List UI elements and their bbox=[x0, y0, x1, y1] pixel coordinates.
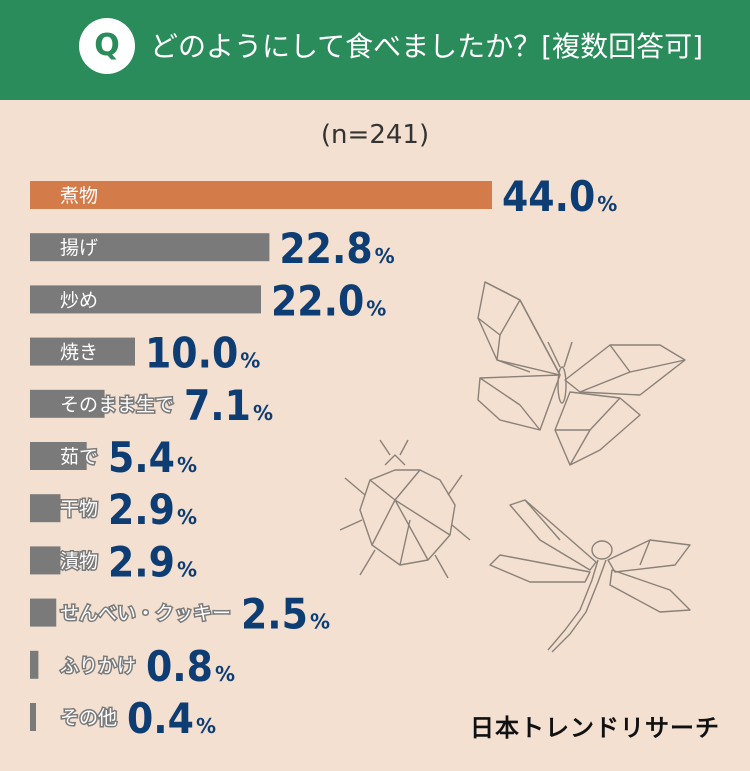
value-label-0: 44.0 bbox=[502, 172, 595, 221]
bar-7 bbox=[30, 546, 61, 575]
bar-3 bbox=[30, 337, 135, 366]
value-unit-5: % bbox=[177, 453, 197, 477]
value-unit-6: % bbox=[177, 505, 197, 529]
beetle-icon bbox=[339, 439, 471, 579]
bar-1 bbox=[30, 233, 270, 262]
bar-2 bbox=[30, 285, 261, 314]
butterfly-icon bbox=[477, 281, 686, 466]
bar-label-8: せんべい・クッキー bbox=[60, 603, 231, 625]
q-badge: Q bbox=[79, 18, 135, 74]
value-unit-0: % bbox=[597, 192, 617, 216]
value-label-5: 5.4 bbox=[108, 433, 175, 482]
value-unit-8: % bbox=[310, 610, 330, 634]
bar-label-6: 干物 bbox=[60, 498, 98, 520]
value-unit-2: % bbox=[366, 296, 386, 320]
value-label-3: 10.0 bbox=[145, 329, 238, 378]
bars-group: 煮物 44.0 % 揚げ 22.8 % 炒め 22.0 % 焼き 10.0 % そのまま生で 7.1 % 茹で… bbox=[30, 172, 617, 743]
brand-logo: 日本トレンドリサーチ bbox=[470, 714, 720, 742]
bar-0 bbox=[30, 181, 492, 209]
dragonfly-icon bbox=[489, 499, 691, 653]
value-label-2: 22.0 bbox=[271, 276, 364, 325]
value-unit-4: % bbox=[253, 401, 273, 425]
value-unit-3: % bbox=[240, 349, 260, 373]
bar-label-0: 煮物 bbox=[60, 185, 98, 207]
bar-6 bbox=[30, 494, 61, 523]
bar-label-5: 茹で bbox=[60, 446, 98, 468]
value-label-1: 22.8 bbox=[279, 224, 372, 273]
value-unit-1: % bbox=[375, 244, 395, 268]
bar-9 bbox=[30, 650, 39, 679]
bar-label-2: 炒め bbox=[60, 289, 98, 311]
bar-8 bbox=[30, 598, 57, 627]
bar-label-3: 焼き bbox=[60, 342, 98, 364]
value-label-8: 2.5 bbox=[241, 590, 308, 639]
bar-label-9: ふりかけ bbox=[60, 655, 136, 677]
value-label-6: 2.9 bbox=[108, 485, 175, 534]
value-unit-7: % bbox=[177, 557, 197, 581]
bar-5 bbox=[30, 442, 87, 470]
sample-size: (n=241) bbox=[320, 120, 430, 150]
value-label-7: 2.9 bbox=[108, 537, 175, 586]
value-unit-10: % bbox=[196, 714, 216, 738]
bar-label-7: 漬物 bbox=[60, 550, 98, 572]
bar-4 bbox=[30, 389, 105, 418]
bar-label-1: 揚げ bbox=[60, 237, 98, 259]
question-text: どのようにして食べましたか？[複数回答可] bbox=[150, 30, 704, 63]
value-label-9: 0.8 bbox=[146, 642, 213, 691]
question-header: Q どのようにして食べましたか？[複数回答可] bbox=[0, 0, 750, 100]
bar-label-4: そのまま生で bbox=[60, 394, 174, 416]
value-unit-9: % bbox=[215, 662, 235, 686]
bar-10 bbox=[30, 703, 36, 731]
value-label-10: 0.4 bbox=[127, 694, 194, 743]
bar-label-10: その他 bbox=[60, 707, 117, 729]
value-label-4: 7.1 bbox=[184, 381, 251, 430]
